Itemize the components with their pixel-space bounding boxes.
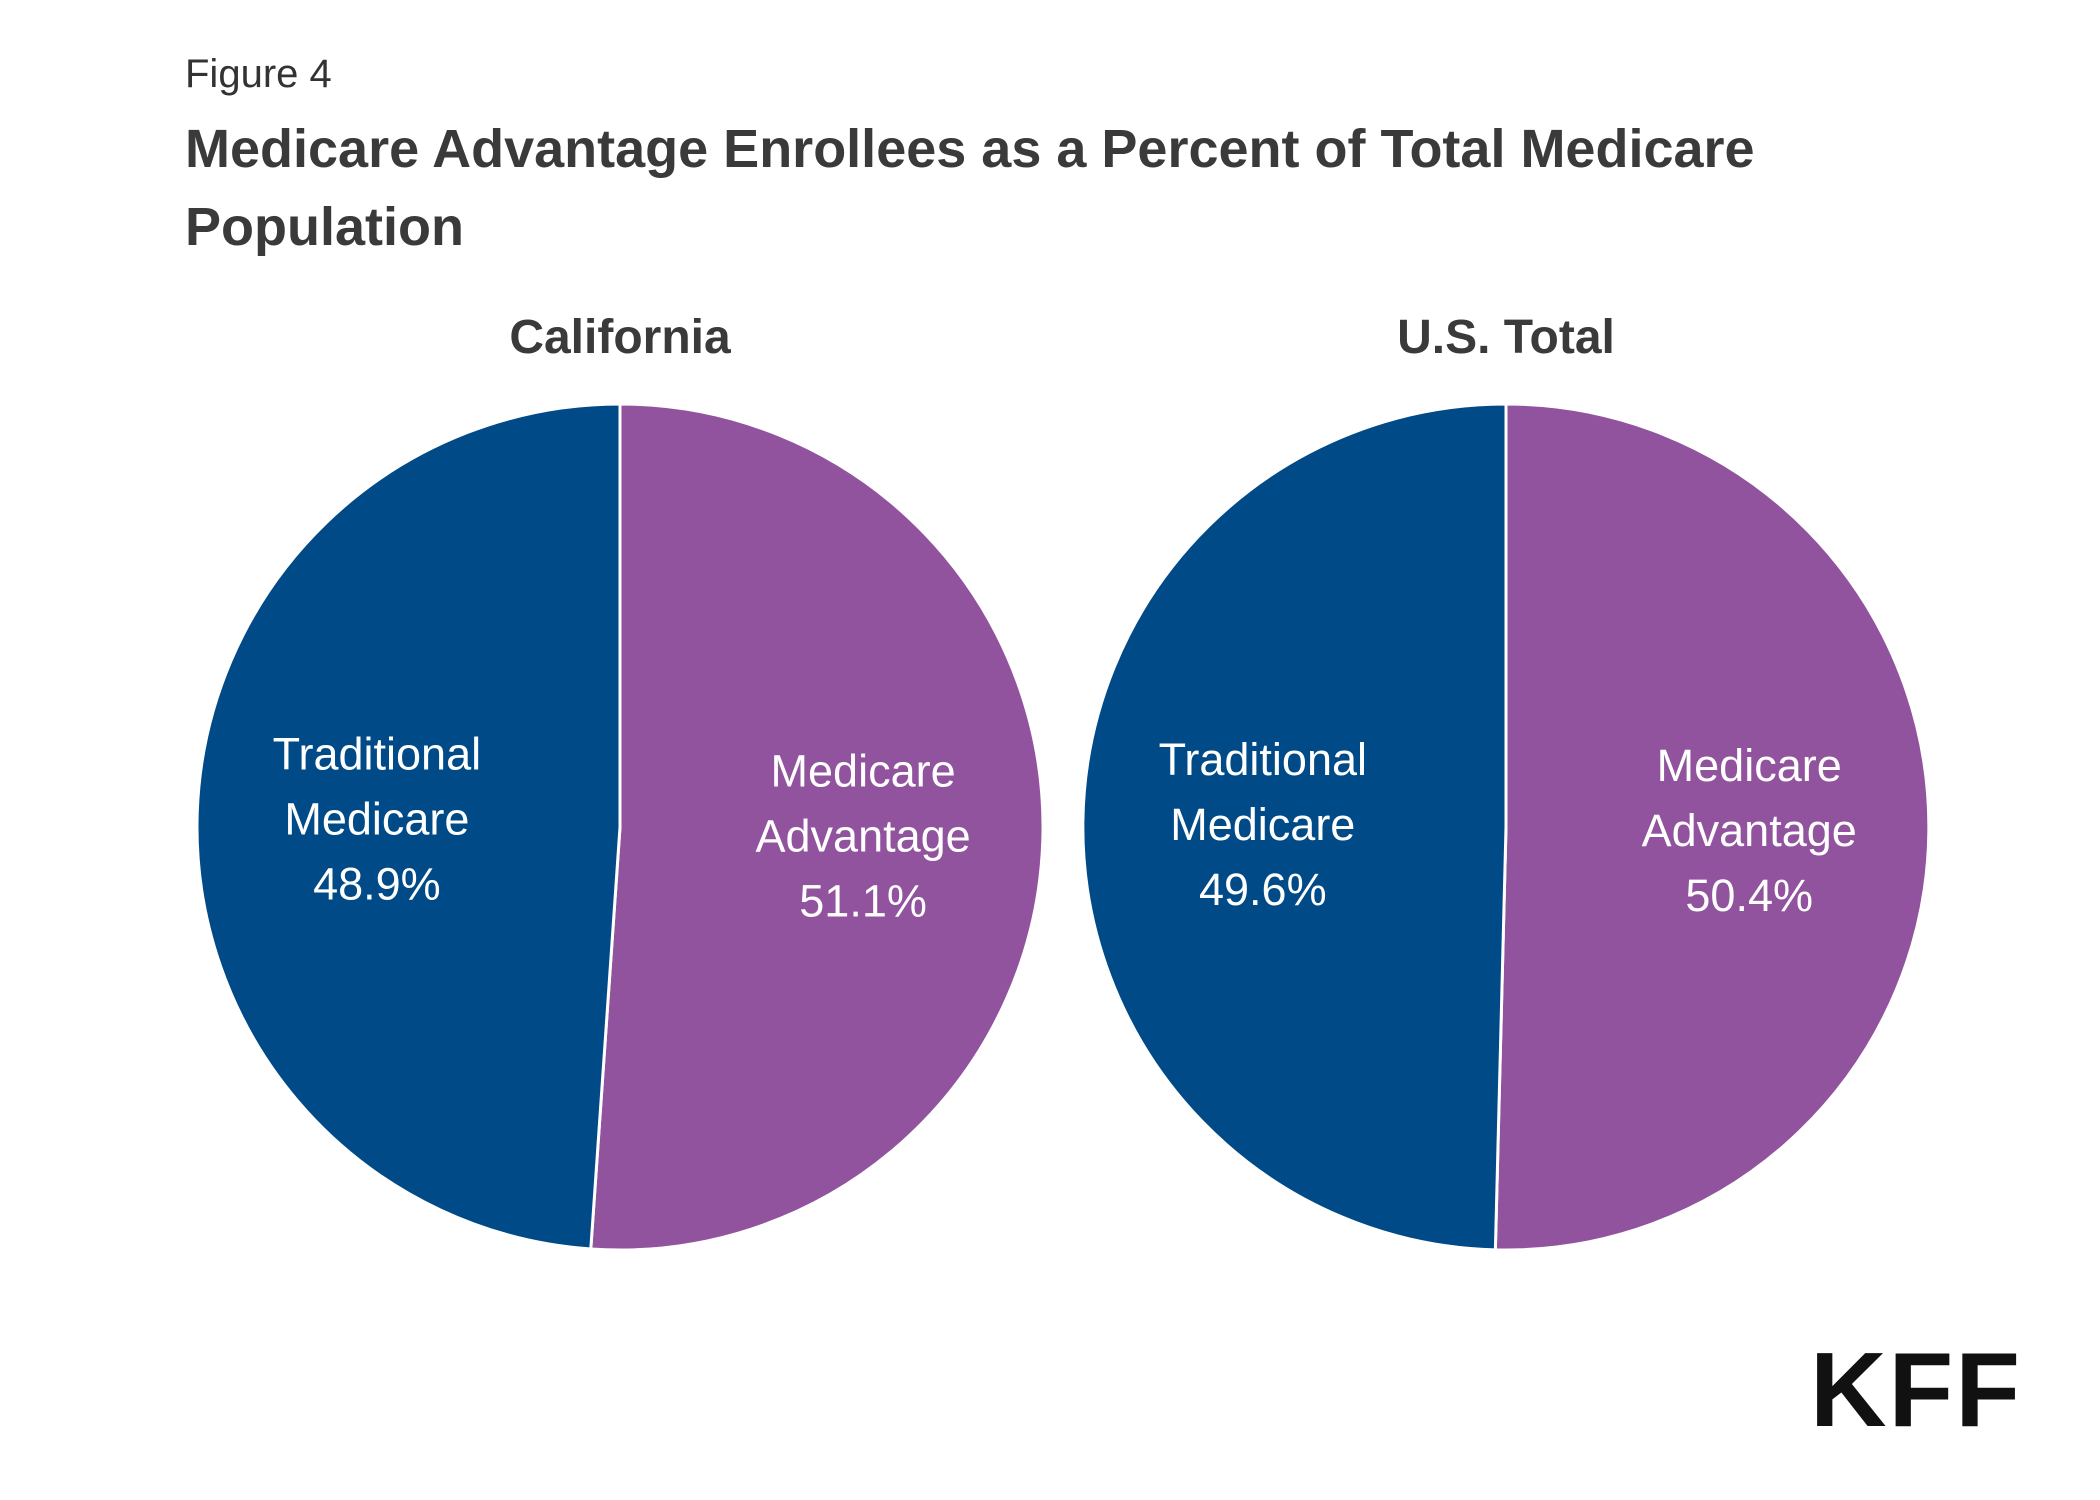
slice-value-label: 48.9% xyxy=(313,859,441,910)
u-s-total-slice-traditional-medicare xyxy=(1081,402,1508,1252)
slice-name-label: Advantage xyxy=(756,810,971,861)
california-pie-title: California xyxy=(509,311,731,364)
slice-name-label: Advantage xyxy=(1642,805,1857,856)
slice-value-label: 49.6% xyxy=(1199,864,1327,915)
slice-value-label: 51.1% xyxy=(799,875,927,926)
slice-name-label: Medicare xyxy=(284,794,469,845)
u-s-total-pie-title: U.S. Total xyxy=(1397,311,1615,364)
figure-label: Figure 4 xyxy=(185,52,332,96)
california-slice-traditional-medicare xyxy=(195,402,622,1251)
slice-name-label: Medicare xyxy=(1170,799,1355,850)
u-s-total-slice-medicare-advantage-label: Medicare Advantage 50.4% xyxy=(1642,740,1857,921)
slice-name-label: Traditional xyxy=(273,729,481,780)
kff-logo: KFF xyxy=(1810,1331,2023,1449)
california-slice-traditional-medicare-label: Traditional Medicare 48.9% xyxy=(273,729,481,910)
california-slice-medicare-advantage-label: Medicare Advantage 51.1% xyxy=(756,745,971,926)
slice-name-label: Traditional xyxy=(1159,734,1367,785)
chart-title: Medicare Advantage Enrollees as a Percen… xyxy=(185,119,1755,257)
slice-name-label: Medicare xyxy=(1657,740,1842,791)
slice-value-label: 50.4% xyxy=(1685,870,1813,921)
u-s-total-slice-medicare-advantage xyxy=(1493,402,1931,1252)
u-s-total-slice-traditional-medicare-label: Traditional Medicare 49.6% xyxy=(1159,734,1367,915)
california-slice-medicare-advantage xyxy=(589,402,1045,1252)
slice-name-label: Medicare xyxy=(771,745,956,796)
